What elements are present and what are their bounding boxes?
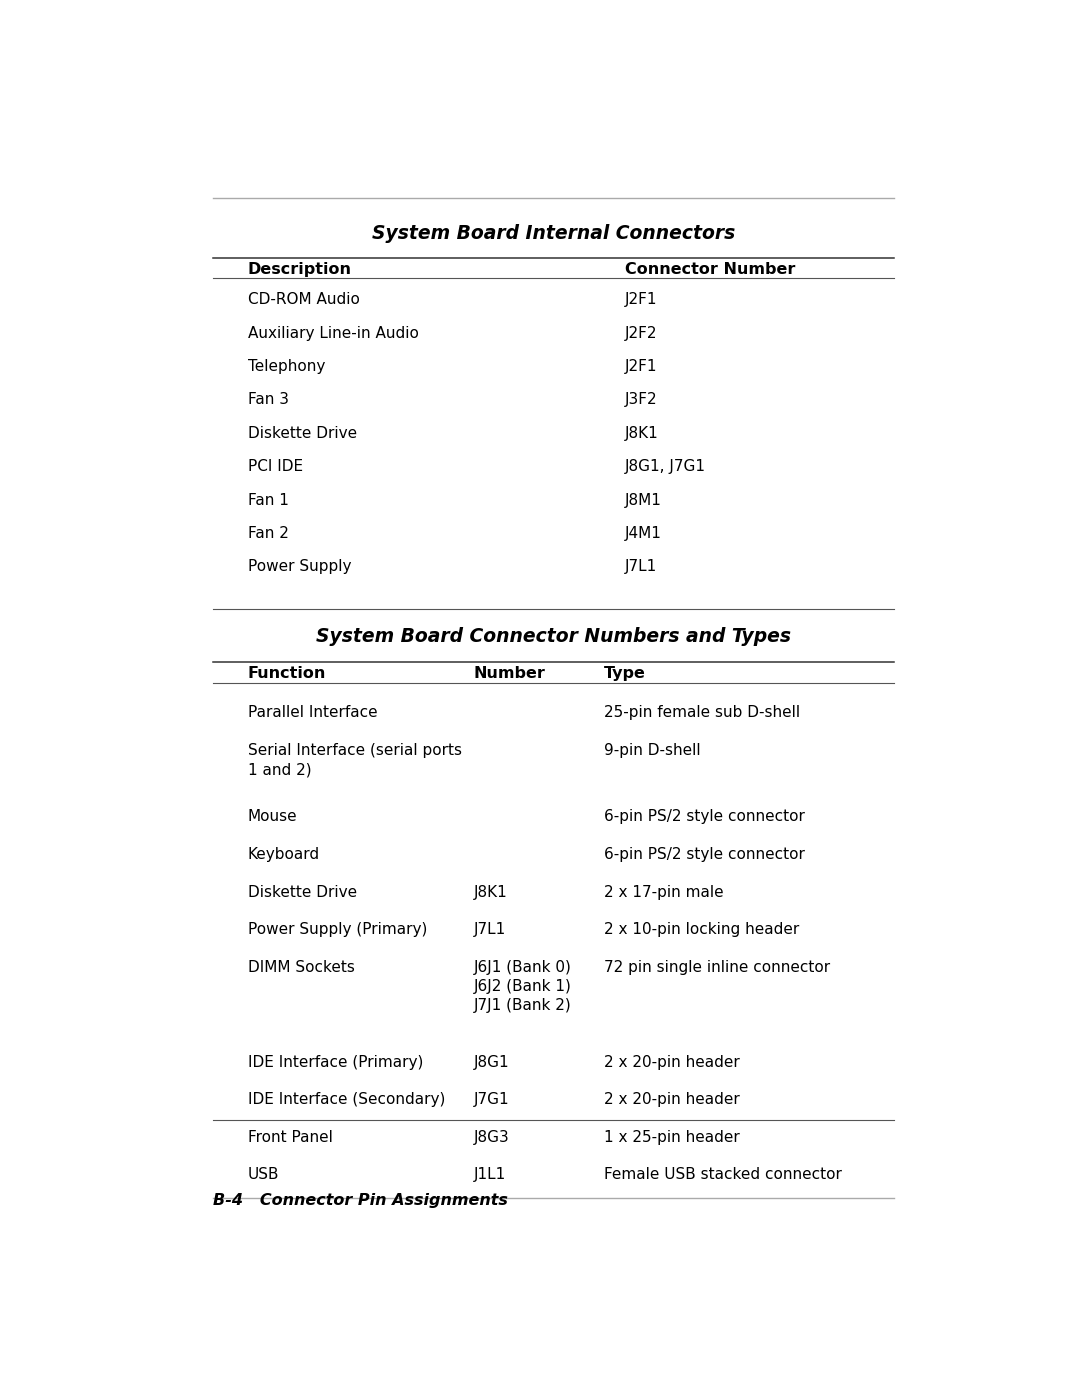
Text: J2F1: J2F1 — [624, 359, 657, 374]
Text: J2F1: J2F1 — [624, 292, 657, 307]
Text: Power Supply (Primary): Power Supply (Primary) — [248, 922, 428, 937]
Text: Mouse: Mouse — [248, 809, 298, 824]
Text: 2 x 17-pin male: 2 x 17-pin male — [604, 884, 724, 900]
Text: 9-pin D-shell: 9-pin D-shell — [604, 743, 700, 759]
Text: J8K1: J8K1 — [474, 884, 508, 900]
Text: Function: Function — [248, 666, 326, 680]
Text: J6J1 (Bank 0)
J6J2 (Bank 1)
J7J1 (Bank 2): J6J1 (Bank 0) J6J2 (Bank 1) J7J1 (Bank 2… — [474, 960, 572, 1013]
Text: J8G1, J7G1: J8G1, J7G1 — [624, 460, 705, 474]
Text: J8G1: J8G1 — [474, 1055, 510, 1070]
Text: Front Panel: Front Panel — [248, 1130, 333, 1146]
Text: 6-pin PS/2 style connector: 6-pin PS/2 style connector — [604, 847, 805, 862]
Text: IDE Interface (Secondary): IDE Interface (Secondary) — [248, 1092, 445, 1108]
Text: Parallel Interface: Parallel Interface — [248, 705, 378, 721]
Text: J8K1: J8K1 — [624, 426, 659, 441]
Text: J8M1: J8M1 — [624, 493, 662, 507]
Text: J3F2: J3F2 — [624, 393, 658, 408]
Text: Keyboard: Keyboard — [248, 847, 320, 862]
Text: Fan 3: Fan 3 — [248, 393, 289, 408]
Text: DIMM Sockets: DIMM Sockets — [248, 960, 355, 975]
Text: System Board Connector Numbers and Types: System Board Connector Numbers and Types — [316, 627, 791, 647]
Text: Diskette Drive: Diskette Drive — [248, 426, 357, 441]
Text: 6-pin PS/2 style connector: 6-pin PS/2 style connector — [604, 809, 805, 824]
Text: Fan 1: Fan 1 — [248, 493, 288, 507]
Text: PCI IDE: PCI IDE — [248, 460, 303, 474]
Text: J7L1: J7L1 — [624, 559, 657, 574]
Text: CD-ROM Audio: CD-ROM Audio — [248, 292, 360, 307]
Text: Female USB stacked connector: Female USB stacked connector — [604, 1168, 841, 1182]
Text: Telephony: Telephony — [248, 359, 325, 374]
Text: Type: Type — [604, 666, 646, 680]
Text: Description: Description — [248, 263, 352, 278]
Text: 1 x 25-pin header: 1 x 25-pin header — [604, 1130, 740, 1146]
Text: USB: USB — [248, 1168, 280, 1182]
Text: IDE Interface (Primary): IDE Interface (Primary) — [248, 1055, 423, 1070]
Text: Power Supply: Power Supply — [248, 559, 351, 574]
Text: Serial Interface (serial ports
1 and 2): Serial Interface (serial ports 1 and 2) — [248, 743, 462, 777]
Text: System Board Internal Connectors: System Board Internal Connectors — [372, 224, 735, 243]
Text: Diskette Drive: Diskette Drive — [248, 884, 357, 900]
Text: Auxiliary Line-in Audio: Auxiliary Line-in Audio — [248, 326, 419, 341]
Text: J7G1: J7G1 — [474, 1092, 510, 1108]
Text: 2 x 20-pin header: 2 x 20-pin header — [604, 1092, 740, 1108]
Text: B-4   Connector Pin Assignments: B-4 Connector Pin Assignments — [213, 1193, 508, 1207]
Text: 72 pin single inline connector: 72 pin single inline connector — [604, 960, 829, 975]
Text: 25-pin female sub D-shell: 25-pin female sub D-shell — [604, 705, 800, 721]
Text: 2 x 10-pin locking header: 2 x 10-pin locking header — [604, 922, 799, 937]
Text: Connector Number: Connector Number — [624, 263, 795, 278]
Text: J1L1: J1L1 — [474, 1168, 507, 1182]
Text: Fan 2: Fan 2 — [248, 525, 288, 541]
Text: J4M1: J4M1 — [624, 525, 662, 541]
Text: Number: Number — [474, 666, 545, 680]
Text: J7L1: J7L1 — [474, 922, 507, 937]
Text: 2 x 20-pin header: 2 x 20-pin header — [604, 1055, 740, 1070]
Text: J8G3: J8G3 — [474, 1130, 510, 1146]
Text: J2F2: J2F2 — [624, 326, 657, 341]
